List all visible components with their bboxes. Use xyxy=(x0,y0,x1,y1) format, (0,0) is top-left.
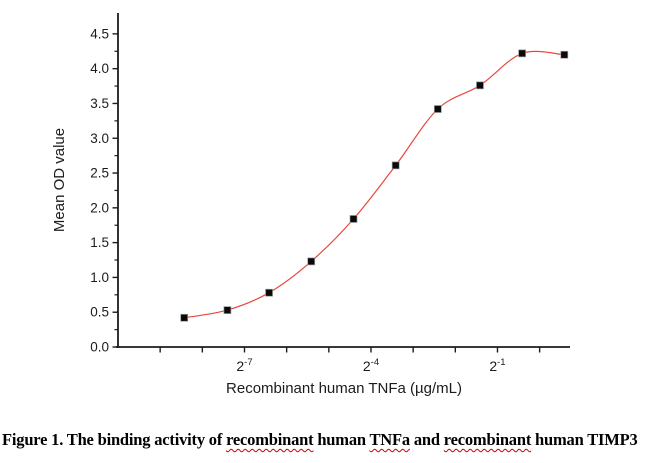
y-tick-label: 1.5 xyxy=(90,235,109,250)
x-tick-label: 2-4 xyxy=(363,357,379,374)
caption-word-misspelled: TNFa xyxy=(369,430,410,449)
axis-ticks xyxy=(112,33,541,353)
data-point-marker xyxy=(433,105,442,113)
fit-curve xyxy=(184,50,565,319)
data-point-marker xyxy=(265,288,273,297)
axes xyxy=(116,13,570,348)
data-point-marker xyxy=(223,306,232,314)
data-point-marker xyxy=(391,161,400,170)
y-tick-label: 0.0 xyxy=(90,340,109,355)
binding-activity-chart: 0.00.51.01.52.02.53.03.54.04.52-7 2-4 2-1 … xyxy=(51,13,570,397)
y-tick-label: 3.0 xyxy=(90,131,109,146)
y-tick-label: 4.0 xyxy=(90,61,109,76)
caption-text: and xyxy=(409,430,444,449)
x-tick-label: 2-7 xyxy=(236,357,252,374)
data-points xyxy=(180,49,569,322)
y-tick-label: 2.5 xyxy=(90,166,109,181)
y-tick-label: 2.0 xyxy=(90,200,109,215)
x-tick-label: 2-1 xyxy=(489,357,505,374)
binding-activity-figure: 0.0 0.5 1.0 1.5 2.0 2.5 3.0 3.5 4.0 4.5 2-7 2-4 2-1 … xyxy=(51,13,570,397)
data-point-marker xyxy=(518,49,526,58)
caption-word-misspelled: recombinant xyxy=(443,430,532,449)
fit-curve-path xyxy=(184,50,565,319)
data-point-marker xyxy=(560,50,569,59)
caption-text: Figure 1. The binding activity of xyxy=(2,430,227,449)
figure-caption: Figure 1. The binding activity of recomb… xyxy=(2,430,672,450)
data-point-marker xyxy=(349,215,358,223)
caption-text: human xyxy=(313,430,370,449)
y-tick-label: 4.5 xyxy=(90,26,109,41)
x-axis-label: Recombinant human TNFa (µg/mL) xyxy=(226,380,462,397)
y-axis-label: Mean OD value xyxy=(51,128,68,232)
data-point-marker xyxy=(180,313,189,322)
axis-tick-labels: 0.0 0.5 1.0 1.5 2.0 2.5 3.0 3.5 4.0 4.5 2-7 2-4 2-1 xyxy=(90,26,505,374)
caption-text: human TIMP3 xyxy=(531,430,638,449)
y-tick-label: 0.5 xyxy=(90,305,109,320)
data-point-marker xyxy=(307,257,316,266)
data-point-marker xyxy=(476,81,484,90)
caption-word-misspelled: recombinant xyxy=(226,430,314,449)
y-tick-label: 1.0 xyxy=(90,270,109,285)
y-tick-label: 3.5 xyxy=(90,96,109,111)
